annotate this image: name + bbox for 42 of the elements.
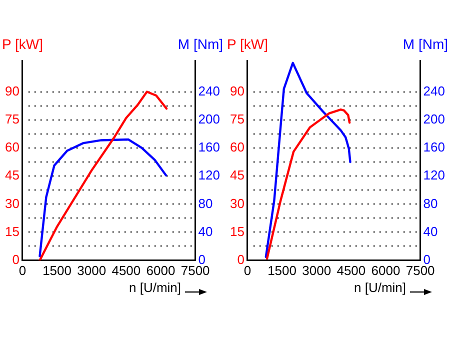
x-tick-label: 6000 — [371, 262, 400, 278]
y-tick-label: 30 — [230, 196, 244, 211]
y2-tick-label: 200 — [423, 111, 446, 126]
x-tick-label: 3000 — [77, 262, 106, 278]
y2-tick-label: 240 — [198, 83, 220, 98]
y-axis-title: P [kW] — [2, 36, 43, 52]
y2-tick-label: 0 — [198, 252, 206, 267]
y-tick-label: 15 — [4, 224, 20, 239]
y2-tick-label: 80 — [198, 196, 213, 211]
x-tick-label: 6000 — [146, 262, 176, 278]
y2-tick-label: 120 — [198, 168, 220, 183]
y2-axis-title: M [Nm] — [402, 36, 448, 52]
y2-tick-label: 240 — [423, 83, 446, 98]
y-tick-label: 45 — [230, 168, 244, 183]
y-tick-label: 90 — [4, 83, 20, 98]
y2-tick-label: 120 — [423, 168, 446, 183]
x-tick-label: 1500 — [268, 262, 296, 278]
y2-tick-label: 40 — [198, 224, 213, 239]
y2-tick-label: 160 — [423, 140, 446, 155]
x-tick-label: 4500 — [336, 262, 366, 278]
y-tick-label: 30 — [4, 196, 20, 211]
y-axis-title: P [kW] — [227, 36, 268, 52]
y-tick-label: 60 — [230, 140, 244, 155]
x-axis-title: n [U/min] — [354, 280, 406, 295]
y2-tick-label: 160 — [198, 140, 220, 155]
x-tick-label: 1500 — [42, 262, 72, 278]
y2-tick-label: 0 — [423, 252, 431, 267]
y-tick-label: 15 — [230, 224, 244, 239]
y2-axis-title: M [Nm] — [178, 36, 223, 52]
y-tick-label: 0 — [237, 252, 244, 267]
y-tick-label: 45 — [4, 168, 20, 183]
y-tick-label: 60 — [4, 140, 20, 155]
y2-tick-label: 80 — [423, 196, 438, 211]
y-tick-label: 0 — [12, 252, 20, 267]
x-tick-label: 3000 — [302, 262, 332, 278]
y-tick-label: 75 — [230, 111, 244, 126]
x-axis-title: n [U/min] — [128, 280, 181, 295]
y2-tick-label: 40 — [423, 224, 438, 239]
x-tick-label: 4500 — [112, 262, 141, 278]
y-tick-label: 90 — [230, 83, 244, 98]
y2-tick-label: 200 — [198, 111, 220, 126]
y-tick-label: 75 — [4, 111, 20, 126]
